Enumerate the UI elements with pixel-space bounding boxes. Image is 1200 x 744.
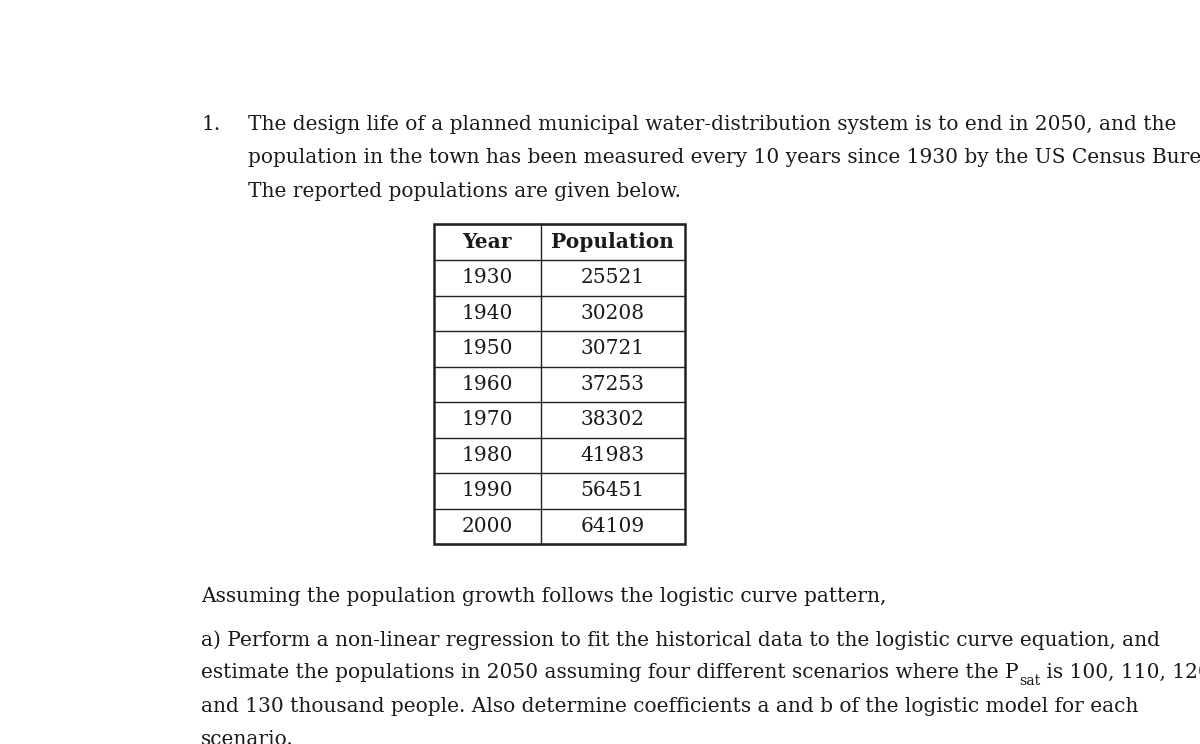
Text: estimate the populations in 2050 assuming four different scenarios where the P: estimate the populations in 2050 assumin…: [202, 664, 1019, 682]
Text: 2000: 2000: [462, 517, 512, 536]
Text: 30721: 30721: [581, 339, 644, 359]
Text: 1930: 1930: [462, 269, 512, 287]
Text: 1980: 1980: [461, 446, 512, 465]
Text: population in the town has been measured every 10 years since 1930 by the US Cen: population in the town has been measured…: [247, 148, 1200, 167]
Text: Year: Year: [462, 232, 512, 252]
Text: 37253: 37253: [581, 375, 644, 394]
Text: is 100, 110, 120: is 100, 110, 120: [1040, 664, 1200, 682]
Text: The reported populations are given below.: The reported populations are given below…: [247, 182, 680, 201]
Text: 25521: 25521: [581, 269, 644, 287]
Text: 1990: 1990: [461, 481, 512, 501]
Bar: [433, 225, 685, 544]
Text: 1940: 1940: [462, 304, 512, 323]
Text: 1.: 1.: [202, 115, 221, 134]
Text: sat: sat: [1019, 673, 1040, 687]
Text: 30208: 30208: [581, 304, 644, 323]
Text: 56451: 56451: [581, 481, 644, 501]
Text: Assuming the population growth follows the logistic curve pattern,: Assuming the population growth follows t…: [202, 587, 887, 606]
Text: and 130 thousand people. Also determine coefficients a and b of the logistic mod: and 130 thousand people. Also determine …: [202, 696, 1139, 716]
Text: 1960: 1960: [461, 375, 512, 394]
Text: Population: Population: [551, 232, 674, 252]
Text: 1970: 1970: [461, 411, 512, 429]
Text: a) Perform a non-linear regression to fit the historical data to the logistic cu: a) Perform a non-linear regression to fi…: [202, 630, 1160, 650]
Text: 1950: 1950: [461, 339, 512, 359]
Text: 64109: 64109: [581, 517, 644, 536]
Text: The design life of a planned municipal water-distribution system is to end in 20: The design life of a planned municipal w…: [247, 115, 1176, 134]
Text: scenario.: scenario.: [202, 730, 294, 744]
Text: 41983: 41983: [581, 446, 644, 465]
Text: 38302: 38302: [581, 411, 644, 429]
